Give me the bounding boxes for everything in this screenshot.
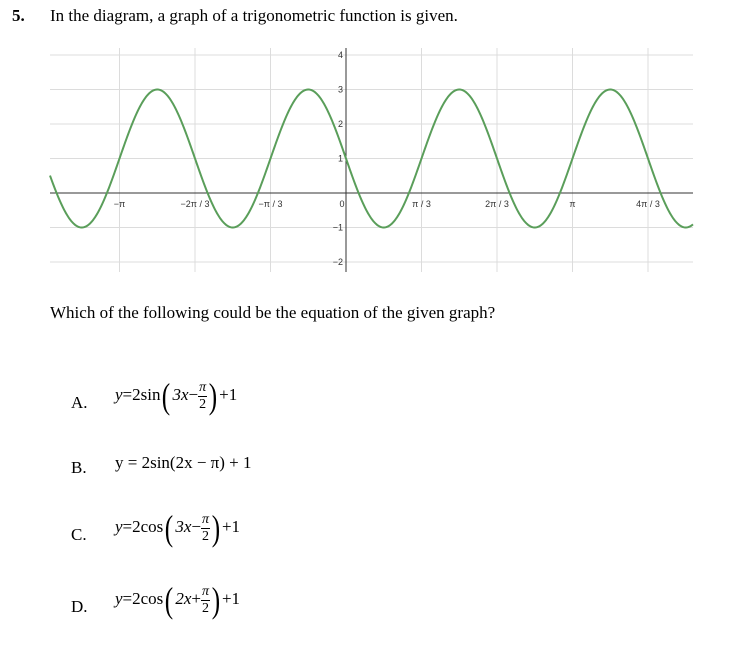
option-c-frac-den: 2 bbox=[201, 528, 209, 544]
grid bbox=[50, 48, 693, 272]
question-prompt: In the diagram, a graph of a trigonometr… bbox=[50, 6, 458, 25]
graph-curve bbox=[49, 88, 694, 229]
option-a-equation[interactable]: y=2sin(3x− π 2) +1 bbox=[115, 376, 238, 416]
option-d-frac-den: 2 bbox=[201, 600, 209, 616]
x-tick-label: 0 bbox=[339, 199, 344, 209]
option-a-arg: 3x bbox=[172, 384, 189, 404]
option-c-tail: +1 bbox=[221, 516, 241, 536]
option-a-letter: A. bbox=[71, 393, 88, 412]
option-b-equation[interactable]: y = 2sin(2x − π) + 1 bbox=[115, 453, 252, 472]
y-tick-labels: 4 3 2 1 −1 −2 bbox=[333, 50, 343, 267]
option-a-frac-num: π bbox=[198, 379, 208, 397]
y-tick-label: 4 bbox=[338, 50, 343, 60]
question-number: 5. bbox=[12, 6, 25, 25]
option-d-lhs: y bbox=[115, 588, 123, 608]
option-d-equation[interactable]: y=2cos(2x+ π 2) +1 bbox=[115, 580, 241, 620]
option-c-lhs: y bbox=[115, 516, 123, 536]
option-c-arg: 3x bbox=[175, 516, 192, 536]
option-a-func: 2sin bbox=[132, 384, 161, 404]
x-tick-labels: −π −2π / 3 −π / 3 0 π / 3 2π / 3 π 4π / 3 bbox=[114, 199, 660, 209]
y-tick-label: 1 bbox=[338, 154, 343, 164]
option-a-lhs: y bbox=[115, 384, 123, 404]
option-d-func: 2cos bbox=[132, 588, 164, 608]
question-ask: Which of the following could be the equa… bbox=[50, 303, 496, 322]
option-c-letter: C. bbox=[71, 525, 87, 544]
option-a-frac-den: 2 bbox=[199, 396, 207, 412]
option-a-tail: +1 bbox=[219, 384, 238, 404]
x-tick-label: π / 3 bbox=[412, 199, 431, 209]
option-c-frac-num: π bbox=[200, 511, 210, 529]
option-c-equation[interactable]: y=2cos(3x− π 2) +1 bbox=[115, 508, 241, 548]
x-tick-label: 2π / 3 bbox=[485, 199, 509, 209]
option-d-arg: 2x bbox=[175, 588, 192, 608]
option-d-frac-num: π bbox=[200, 583, 210, 601]
x-tick-label: −π / 3 bbox=[259, 199, 283, 209]
option-a-sign: − bbox=[188, 384, 199, 404]
x-tick-label: 4π / 3 bbox=[636, 199, 660, 209]
option-d-letter: D. bbox=[71, 597, 88, 616]
y-tick-label: 2 bbox=[338, 119, 343, 129]
option-c-sign: − bbox=[191, 516, 201, 536]
y-tick-label: −1 bbox=[333, 223, 343, 233]
option-d-tail: +1 bbox=[221, 588, 241, 608]
option-c-func: 2cos bbox=[132, 516, 164, 536]
x-tick-label: −2π / 3 bbox=[181, 199, 210, 209]
x-tick-label: π bbox=[569, 199, 575, 209]
function-graph: −π −2π / 3 −π / 3 0 π / 3 2π / 3 π 4π / 3 4 3 2 1 −… bbox=[49, 48, 694, 272]
option-d-sign: + bbox=[191, 588, 201, 608]
y-tick-label: −2 bbox=[333, 257, 343, 267]
y-tick-label: 3 bbox=[338, 85, 343, 95]
x-tick-label: −π bbox=[114, 199, 125, 209]
option-b-letter: B. bbox=[71, 458, 87, 477]
